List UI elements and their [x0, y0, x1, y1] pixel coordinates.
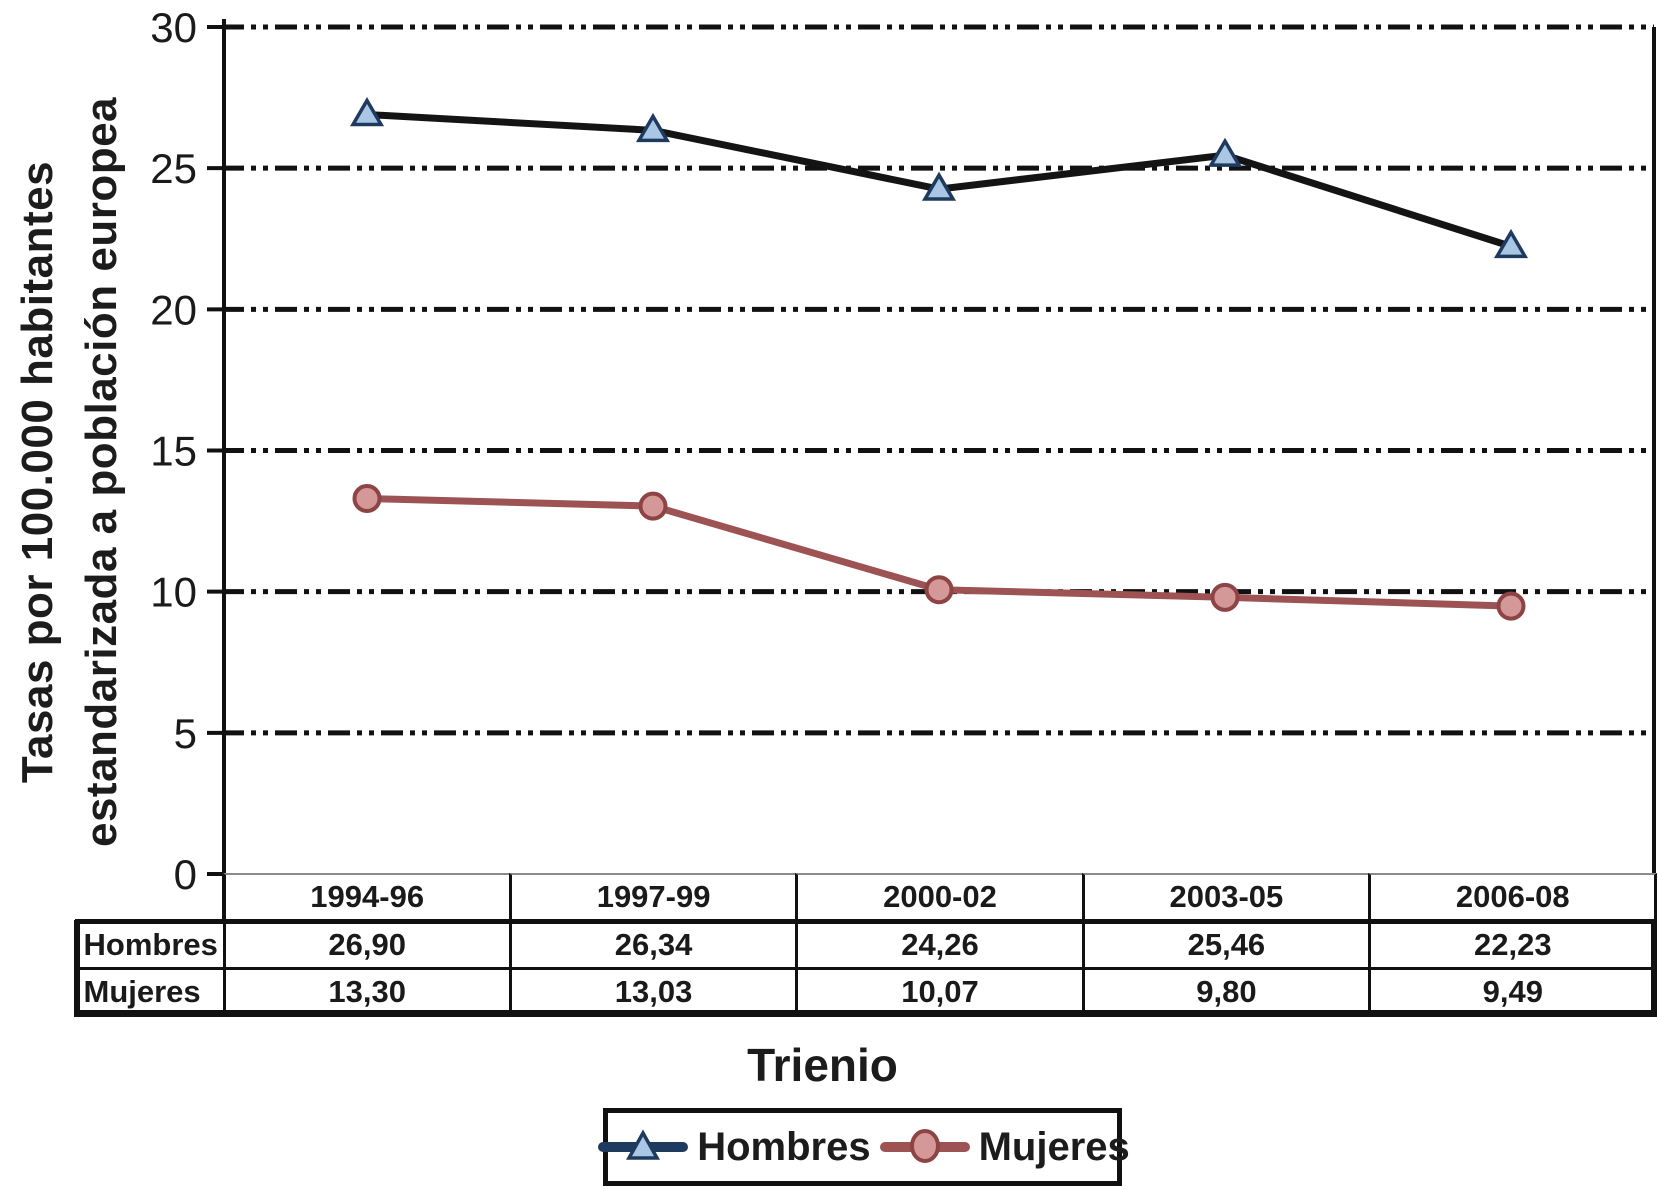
table-cell-mujeres: 13,03 — [508, 966, 799, 1017]
y-tick-label: 25 — [150, 145, 197, 192]
mujeres-legend-marker-icon — [877, 1126, 973, 1168]
y-tick-label: 15 — [150, 428, 197, 475]
legend-triangle-icon — [626, 1129, 661, 1160]
y-tick-label: 0 — [174, 851, 197, 898]
table-cell-hombres: 24,26 — [795, 919, 1085, 970]
data-table: 1994-96 1997-99 2000-02 2003-05 2006-08 … — [73, 872, 1658, 1017]
hombres-marker — [1493, 228, 1529, 259]
table-cell-hombres: 26,34 — [508, 919, 799, 970]
legend-label-mujeres: Mujeres — [978, 1124, 1130, 1169]
legend-circle-icon — [909, 1129, 940, 1163]
y-tick-label: 30 — [150, 4, 197, 51]
mujeres-legend-swatch — [879, 1129, 970, 1163]
mujeres-marker — [1210, 582, 1240, 612]
hombres-marker — [635, 112, 671, 143]
row-label-hombres: Hombres — [73, 919, 226, 970]
y-axis-title: Tasas por 100.000 habitantes estandariza… — [6, 97, 134, 847]
row-label-mujeres: Mujeres — [73, 966, 226, 1017]
y-tick-label: 5 — [174, 710, 197, 757]
y-tick-label: 10 — [150, 569, 197, 616]
hombres-legend-marker-icon — [595, 1126, 691, 1168]
table-cell-mujeres: 13,30 — [222, 966, 512, 1017]
table-cell-hombres: 26,90 — [222, 919, 512, 970]
mujeres-marker — [1496, 591, 1526, 621]
y-axis-title-line2: estandarizada a población europea — [77, 96, 126, 848]
hombres-marker — [921, 171, 957, 201]
y-tick-label: 20 — [150, 286, 197, 333]
table-cell-hombres: 22,23 — [1368, 919, 1658, 970]
legend-label-hombres: Hombres — [697, 1124, 871, 1169]
table-header-cell: 1994-96 — [222, 872, 512, 923]
x-axis-title: Trienio — [747, 1039, 898, 1091]
table-cell-mujeres: 10,07 — [795, 966, 1085, 1017]
table-cell-mujeres: 9,49 — [1368, 966, 1658, 1017]
mujeres-marker — [924, 575, 954, 605]
table-cell-hombres: 25,46 — [1081, 919, 1372, 970]
table-cell-mujeres: 9,80 — [1081, 966, 1372, 1017]
hombres-marker — [349, 97, 385, 127]
table-corner-spacer — [74, 873, 226, 923]
mujeres-marker — [352, 483, 382, 513]
hombres-legend-swatch — [598, 1129, 689, 1160]
table-header-cell: 1997-99 — [508, 872, 799, 923]
table-header-cell: 2003-05 — [1081, 872, 1372, 923]
table-header-cell: 2006-08 — [1368, 872, 1658, 923]
hombres-marker — [1207, 137, 1243, 167]
table-header-cell: 2000-02 — [795, 872, 1085, 923]
mujeres-marker — [638, 491, 668, 521]
legend: Hombres Mujeres — [598, 1108, 1130, 1186]
y-axis-title-line1: Tasas por 100.000 habitantes — [13, 160, 63, 784]
